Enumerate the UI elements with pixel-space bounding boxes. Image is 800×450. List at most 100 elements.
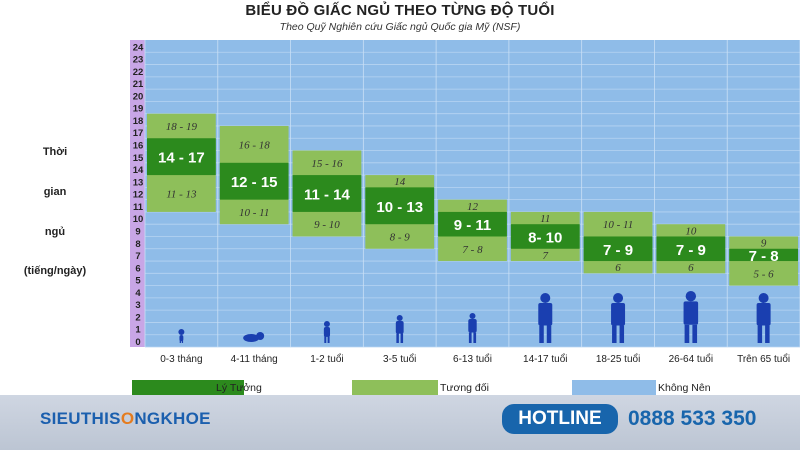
person-silhouette-icon	[178, 329, 185, 335]
y-axis-strip	[130, 40, 145, 347]
ideal-range-label: 7 - 9	[676, 242, 706, 259]
y-axis-label-line-1: Thời	[42, 146, 68, 158]
person-silhouette-icon	[473, 332, 477, 343]
y-tick-label: 22	[133, 67, 144, 78]
upper-range-label: 16 - 18	[239, 139, 271, 151]
y-tick-label: 11	[133, 202, 144, 213]
y-tick-label: 6	[135, 263, 140, 274]
person-silhouette-icon	[396, 333, 399, 343]
x-tick-label: 14-17 tuổi	[523, 353, 567, 365]
lower-range-label: 7	[543, 250, 549, 262]
legend-swatch-relative	[352, 380, 438, 396]
upper-range-label: 9	[761, 238, 767, 250]
upper-range-label: 11	[540, 213, 550, 225]
hotline-phone-number[interactable]: 0888 533 350	[628, 407, 757, 430]
person-silhouette-icon	[327, 336, 330, 343]
y-tick-label: 19	[133, 104, 144, 115]
x-tick-label: 26-64 tuổi	[669, 353, 713, 365]
y-tick-label: 17	[133, 128, 144, 139]
bar-ideal-Trên 65 tuổi	[729, 248, 798, 262]
y-tick-label: 18	[133, 116, 144, 127]
upper-range-label: 14	[394, 176, 406, 188]
person-silhouette-icon	[539, 325, 544, 343]
y-tick-label: 8	[135, 239, 140, 250]
bar-ideal-18-25 tuổi	[583, 236, 653, 262]
person-silhouette-icon	[765, 325, 770, 343]
person-silhouette-icon	[179, 339, 181, 343]
person-silhouette-icon	[323, 327, 331, 337]
sleep-chart: 0123456789101112131415161718192021222324…	[130, 40, 800, 365]
upper-range-label: 18 - 19	[166, 121, 198, 133]
bar-ideal-4-11 tháng	[219, 162, 289, 200]
ideal-range-label: 14 - 17	[158, 150, 205, 167]
legend-swatch-ideal	[132, 380, 244, 396]
legend-label-avoid: Không Nên	[658, 382, 711, 394]
bar-ideal-14-17 tuổi	[510, 224, 580, 249]
ideal-range-label: 10 - 13	[376, 199, 423, 216]
person-silhouette-icon	[611, 303, 626, 326]
y-tick-label: 21	[133, 79, 144, 90]
person-silhouette-icon	[468, 319, 477, 333]
y-axis-label-line-2: gian	[43, 186, 67, 198]
legend: Lý Tưởng Tương đối Không Nên	[0, 374, 800, 398]
y-tick-label: 1	[135, 325, 141, 336]
y-tick-label: 4	[135, 288, 141, 299]
y-tick-label: 9	[135, 226, 140, 237]
person-silhouette-icon	[683, 301, 699, 325]
upper-range-label: 10 - 11	[603, 219, 633, 231]
bar-ideal-0-3 tháng	[147, 138, 216, 176]
person-silhouette-icon	[758, 293, 769, 303]
person-silhouette-icon	[395, 321, 404, 334]
upper-range-label: 10	[685, 225, 697, 237]
ideal-range-label: 7 - 8	[749, 248, 779, 265]
x-tick-label: 1-2 tuổi	[310, 353, 343, 365]
y-tick-label: 14	[133, 165, 144, 176]
person-silhouette-icon	[540, 293, 551, 303]
y-tick-label: 24	[133, 42, 144, 53]
x-tick-label: Trên 65 tuổi	[737, 353, 790, 365]
y-tick-label: 20	[133, 91, 144, 102]
person-silhouette-icon	[243, 334, 260, 342]
y-tick-label: 23	[133, 55, 144, 66]
person-silhouette-icon	[757, 325, 763, 343]
person-silhouette-icon	[619, 325, 625, 343]
x-tick-label: 6-13 tuổi	[453, 353, 492, 365]
person-silhouette-icon	[684, 324, 690, 343]
person-silhouette-icon	[612, 325, 617, 343]
y-tick-label: 7	[135, 251, 140, 262]
chart-subtitle: Theo Quỹ Nghiên cứu Giấc ngủ Quốc gia Mỹ…	[279, 21, 521, 33]
person-silhouette-icon	[756, 303, 771, 326]
y-tick-label: 3	[135, 300, 140, 311]
chart-title: BIỂU ĐỒ GIẤC NGỦ THEO TỪNG ĐỘ TUỔI	[245, 2, 555, 19]
bar-ideal-6-13 tuổi	[438, 211, 507, 237]
person-silhouette-icon	[468, 332, 472, 343]
person-silhouette-icon	[546, 325, 552, 343]
x-tick-label: 4-11 tháng	[231, 354, 278, 365]
upper-range-label: 15 - 16	[311, 158, 343, 170]
legend-label-ideal: Lý Tưởng	[216, 382, 262, 394]
x-tick-label: 0-3 tháng	[160, 354, 202, 365]
lower-range-label: 9 - 10	[314, 219, 340, 231]
legend-label-relative: Tương đối	[440, 382, 489, 394]
bar-ideal-26-64 tuổi	[656, 236, 726, 262]
lower-range-label: 5 - 6	[754, 268, 775, 280]
person-silhouette-icon	[613, 293, 624, 303]
person-silhouette-icon	[692, 324, 698, 343]
hotline-button[interactable]: HOTLINE	[502, 404, 618, 434]
person-silhouette-icon	[538, 303, 553, 326]
ideal-range-label: 9 - 11	[454, 217, 492, 234]
person-silhouette-icon	[323, 321, 330, 327]
ideal-range-label: 7 - 9	[603, 242, 633, 259]
footer-bar: SIEUTHISONGKHOE HOTLINE 0888 533 350	[0, 395, 800, 450]
brand-logo[interactable]: SIEUTHISONGKHOE	[40, 409, 211, 428]
y-tick-label: 0	[135, 337, 140, 348]
person-silhouette-icon	[400, 333, 404, 343]
y-tick-label: 16	[133, 141, 144, 152]
x-tick-label: 18-25 tuổi	[596, 353, 640, 365]
y-axis-label-line-3: ngủ	[44, 226, 66, 238]
lower-range-label: 11 - 13	[166, 189, 197, 201]
bar-ideal-1-2 tuổi	[292, 175, 362, 212]
y-tick-label: 13	[133, 177, 144, 188]
person-silhouette-icon	[469, 313, 476, 319]
lower-range-label: 8 - 9	[390, 231, 411, 243]
